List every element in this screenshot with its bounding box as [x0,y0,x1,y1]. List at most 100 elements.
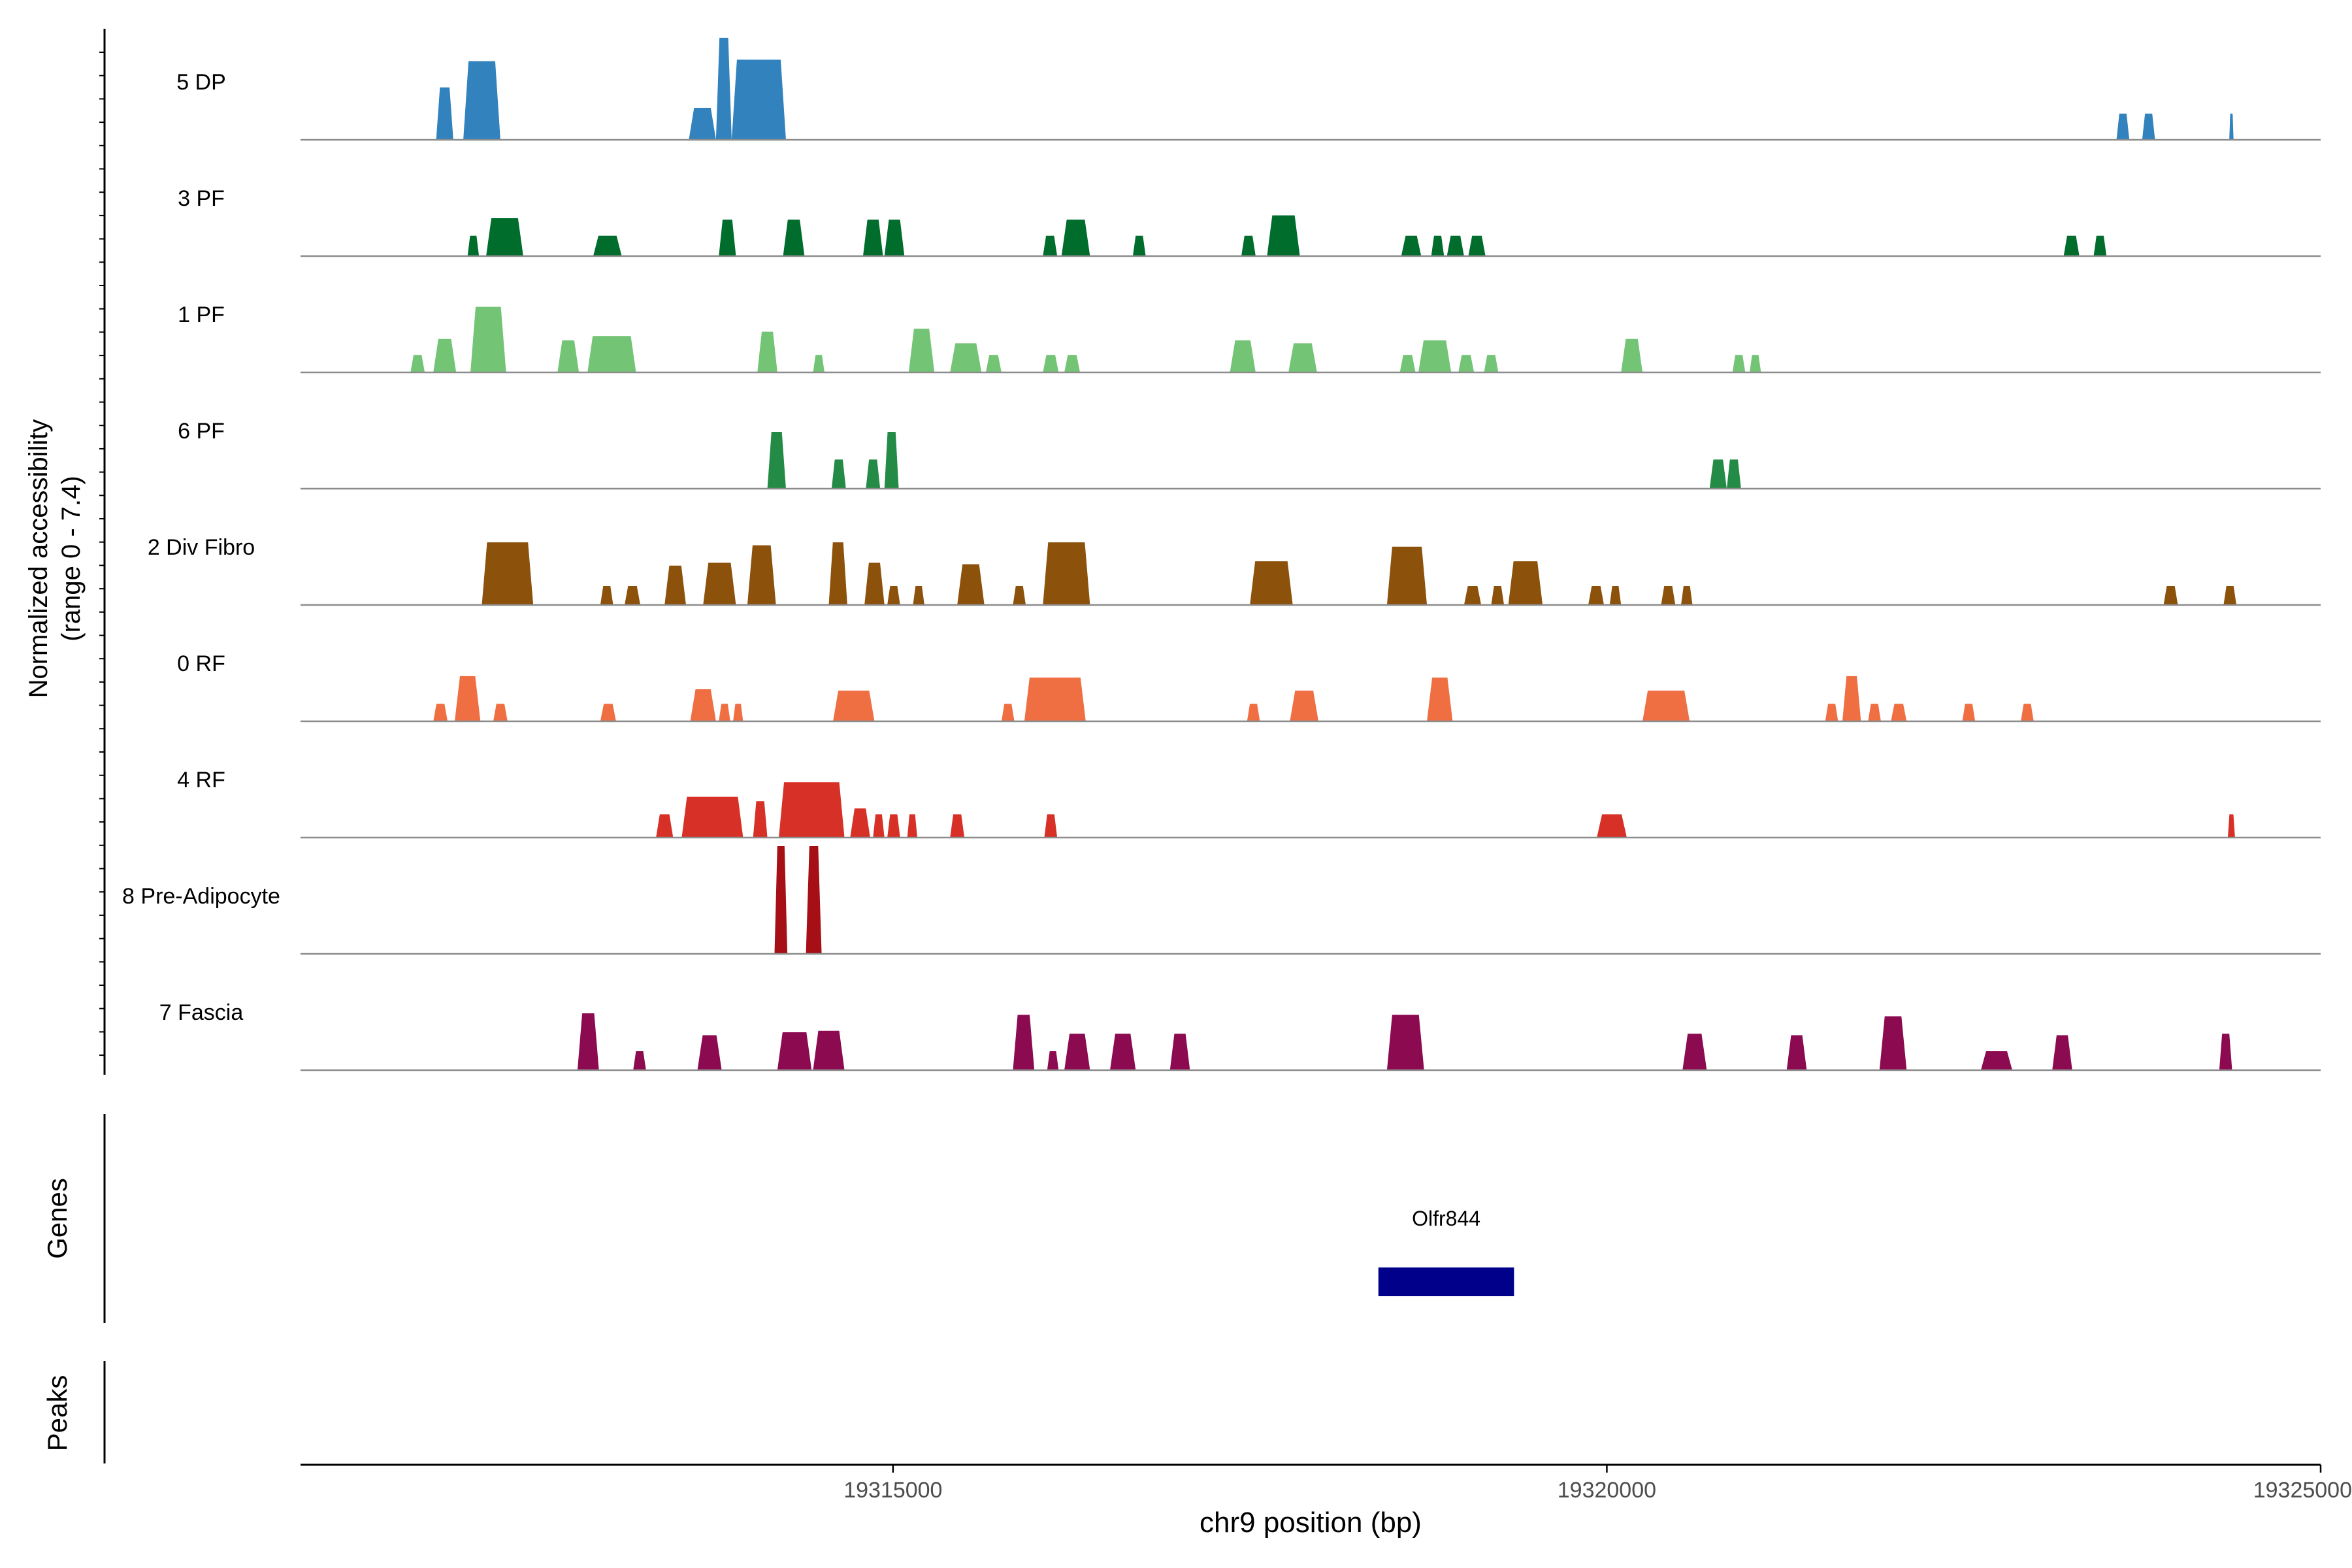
track-peak [783,220,805,256]
track-peak [2229,113,2234,140]
track-5-dp: 5 DP [176,37,2321,141]
track-label: 6 PF [178,419,225,444]
track-peak [1386,1015,1424,1070]
track-label: 4 RF [177,768,225,792]
track-peak [957,564,985,605]
track-peak [1043,542,1090,605]
track-peak [831,459,846,489]
track-peak [1749,355,1761,372]
track-peak [757,331,777,372]
track-peak [2021,704,2034,721]
track-peak [1962,704,1976,721]
x-tick-label: 19320000 [1558,1478,1656,1503]
track-peak [467,235,480,256]
track-peak [689,107,716,140]
track-peak [470,306,506,372]
track-label: 8 Pre-Adipocyte [122,884,280,909]
track-peak [850,808,870,838]
track-peak [1024,678,1086,721]
track-peak [913,586,924,605]
track-peak [1463,586,1482,605]
track-peak [887,814,900,838]
track-peak [767,432,786,489]
track-peak [1230,340,1256,372]
track-peak [2223,586,2237,605]
track-peak [1431,235,1445,256]
track-2-div-fibro: 2 Div Fibro [148,535,2321,606]
track-peak [833,691,875,721]
track-peak [1726,459,1741,489]
track-peak [1267,215,1300,256]
track-peak [1682,1034,1707,1070]
track-peak [633,1051,646,1070]
track-peak [2063,235,2080,256]
track-peak [593,235,622,256]
track-peak [1609,586,1622,605]
track-peak [557,340,580,372]
track-peak [664,565,686,605]
track-peak [681,796,743,838]
track-0-rf: 0 RF [177,651,2321,723]
track-peak [433,704,448,721]
track-peak [873,814,885,838]
track-peak [1401,235,1422,256]
track-peak [493,704,508,721]
y-axis-label-line1: Normalized accessibility [24,419,53,698]
track-peak [1288,343,1317,372]
track-peak [1597,814,1627,838]
track-peak [777,1032,812,1070]
track-peak [463,61,500,140]
track-1-pf: 1 PF [178,302,2321,374]
track-peak [1241,235,1256,256]
track-peak [1064,1034,1090,1070]
track-peak [454,676,481,721]
track-peak [1446,235,1464,256]
track-peak [436,87,453,140]
track-peak [719,704,730,721]
track-peak [2116,113,2130,140]
track-peak [1132,235,1146,256]
y-axis-label: Normalized accessibility (range 0 - 7.4) [24,419,86,698]
track-peak [813,1030,845,1070]
track-3-pf: 3 PF [178,186,2321,257]
x-axis-ticks: 19315000 19320000 19325000 [843,1465,2352,1503]
track-label: 7 Fascia [159,1000,244,1025]
track-peak [779,782,845,838]
track-peak [866,459,881,489]
genes-panel-label: Genes [42,1178,73,1259]
track-peak [2093,235,2107,256]
track-peak [950,814,965,838]
track-peak [433,338,457,372]
track-peak [1169,1034,1190,1070]
track-peak [1508,561,1543,605]
track-peak [862,220,883,256]
track-label: 5 DP [176,70,226,95]
track-label: 0 RF [177,651,225,676]
track-peak [1250,561,1293,605]
track-label: 3 PF [178,186,225,211]
track-peak [985,355,1002,372]
track-peak [1047,1051,1059,1070]
track-peak [1418,340,1452,372]
track-peak [2052,1035,2072,1070]
track-peak [864,563,885,605]
track-peak [1681,586,1693,605]
track-peak [1468,235,1486,256]
track-peak [1491,586,1505,605]
track-peak [2163,586,2178,605]
track-peak [1661,586,1676,605]
track-peak [715,37,732,140]
track-peak [1044,814,1058,838]
track-peak [1786,1035,1807,1070]
track-peak [1427,678,1453,721]
track-peak [733,704,743,721]
tracks-area: 5 DP 3 PF 1 PF 6 PF 2 Div Fibro 0 RF 4 RF 8 Pre… [122,37,2321,1071]
track-peak [719,220,736,256]
track-peak [1013,1015,1035,1070]
track-peak [1458,355,1475,372]
track-peak [690,689,716,721]
track-peak [697,1035,722,1070]
genes-track: Olfr844 [1378,1207,1514,1296]
track-7-fascia: 7 Fascia [159,1000,2321,1071]
